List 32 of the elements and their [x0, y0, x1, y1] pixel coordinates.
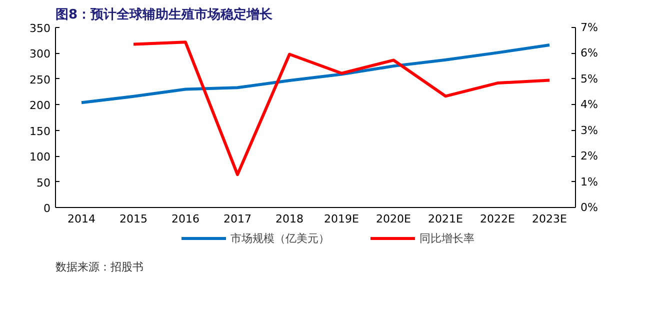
y2-tick-label: 5%: [580, 72, 598, 86]
x-tick-label: 2016: [172, 212, 200, 226]
x-tick-label: 2015: [120, 212, 148, 226]
source-note: 数据来源：招股书: [56, 260, 144, 274]
y2-tick-label: 7%: [580, 21, 598, 34]
y-tick-label: 200: [30, 99, 51, 112]
y-tick-label: 350: [30, 22, 51, 35]
y-tick-label: 100: [30, 150, 51, 164]
y-tick-label: 150: [30, 124, 51, 138]
x-tick-label: 2020E: [376, 212, 412, 226]
line-series: [80, 43, 551, 104]
legend-label: 市场规模（亿美元）: [230, 230, 330, 246]
y-tick-label: 0: [44, 202, 50, 215]
x-tick-label: 2021E: [428, 212, 464, 226]
y-tick-label: 300: [30, 48, 51, 61]
x-tick-label: 2018: [276, 212, 304, 226]
y-tick-label: 250: [30, 73, 51, 86]
legend-label: 同比增长率: [420, 230, 474, 246]
chart-title: 图8：预计全球辅助生殖市场稳定增长: [56, 6, 274, 22]
y2-tick-label: 4%: [580, 98, 598, 112]
y2-tick-label: 6%: [580, 46, 598, 60]
line-series: [132, 40, 551, 176]
y2-tick-label: 0%: [580, 201, 598, 214]
x-tick-label: 2022E: [480, 212, 516, 226]
x-tick-label: 2019E: [324, 212, 360, 226]
y2-tick-label: 1%: [580, 175, 598, 188]
y2-tick-label: 3%: [580, 124, 598, 137]
x-tick-label: 2023E: [532, 212, 568, 226]
x-tick-label: 2014: [68, 212, 96, 226]
y2-tick-label: 2%: [580, 150, 598, 163]
y-tick-label: 50: [36, 176, 51, 190]
x-tick-label: 2017: [224, 212, 252, 226]
